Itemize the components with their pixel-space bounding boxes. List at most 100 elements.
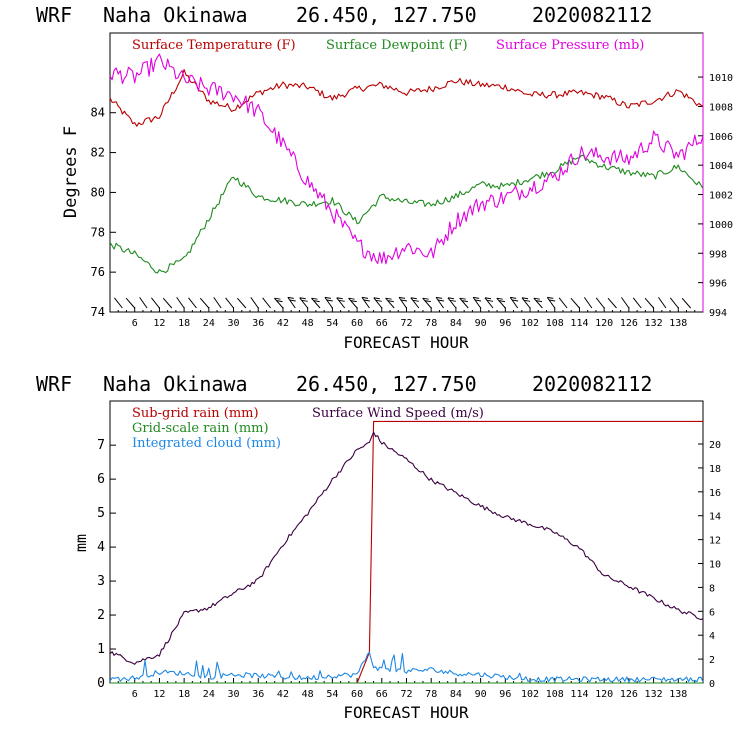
right-tick-label: 2 (709, 655, 715, 666)
x-tick-label: 12 (153, 318, 165, 329)
wind-barb (188, 297, 197, 309)
x-tick-label: 96 (499, 318, 511, 329)
wind-barb (176, 297, 185, 309)
wind-barb (162, 297, 173, 309)
wind-barb (385, 297, 395, 309)
left-tick-label: 82 (91, 146, 105, 160)
wind-barb-flag (449, 299, 456, 302)
bottom-series (109, 420, 704, 684)
wind-barb (658, 297, 667, 309)
wind-barb-flag (313, 300, 320, 303)
wind-barb (447, 297, 457, 309)
wind-barb (410, 297, 420, 309)
wind-barb-flag (549, 299, 556, 302)
wind-barb-flag (510, 296, 517, 299)
wind-barb (199, 297, 210, 309)
left-tick-label: 80 (91, 185, 105, 199)
wind-barb-flag (422, 297, 429, 300)
left-tick-label: 3 (97, 574, 105, 589)
x-tick-label: 48 (302, 318, 314, 329)
top-header-coords: 26.450, 127.750 (296, 3, 477, 27)
wind-barb (113, 297, 123, 309)
wind-barb-flag (287, 296, 294, 299)
left-tick-label: 6 (97, 472, 105, 487)
x-tick-label: 6 (132, 689, 138, 700)
x-tick-label: 54 (326, 689, 338, 700)
right-tick-label: 12 (709, 536, 721, 547)
series-line-surface-dewpoint-f (109, 154, 704, 274)
right-tick-label: 1006 (709, 132, 733, 143)
wind-barb (336, 297, 346, 309)
x-tick-label: 102 (521, 689, 539, 700)
wind-barb-flag (535, 300, 543, 303)
x-tick-label: 48 (302, 689, 314, 700)
wind-barb-flag (512, 299, 519, 302)
wind-barb (644, 297, 654, 309)
wind-barb-flag (484, 297, 492, 300)
x-tick-label: 42 (277, 318, 289, 329)
wind-barb-flag (521, 297, 529, 300)
left-tick-label: 4 (97, 540, 105, 555)
x-tick-label: 12 (153, 689, 165, 700)
wind-barb-flag (523, 299, 531, 302)
left-tick-label: 78 (91, 225, 105, 239)
left-tick-label: 74 (91, 305, 105, 319)
right-tick-label: 6 (709, 607, 715, 618)
x-tick-label: 66 (376, 318, 388, 329)
right-tick-label: 8 (709, 583, 715, 594)
x-tick-label: 78 (425, 318, 437, 329)
wind-barb (621, 297, 630, 309)
wind-barb-flag (348, 297, 355, 300)
wind-barb-flag (461, 300, 468, 303)
wind-barb-flag (533, 297, 540, 300)
wind-barb (151, 297, 160, 309)
x-tick-label: 24 (203, 689, 215, 700)
x-tick-label: 66 (376, 689, 388, 700)
wind-barb-flag (410, 297, 417, 300)
wind-barb (311, 297, 321, 309)
wind-barb-flag (473, 296, 480, 299)
wind-barb-flag (311, 297, 318, 300)
series-line-surface-temperature-f (109, 69, 704, 127)
wind-barb (435, 297, 444, 309)
bottom-axis-ticks: 6 12 18 24 30 36 42 48 54 60 66 72 78 84 90 96 102 108 114… (97, 438, 721, 700)
x-tick-label: 138 (669, 318, 687, 329)
x-tick-label: 120 (595, 318, 613, 329)
right-tick-label: 0 (709, 679, 715, 690)
x-tick-label: 102 (521, 318, 539, 329)
left-tick-label: 1 (97, 642, 105, 657)
wind-barb (125, 297, 136, 309)
wind-barb-flag (424, 300, 431, 303)
top-legend-temperature: Surface Temperature (F) (132, 38, 296, 53)
right-tick-label: 998 (709, 249, 727, 260)
wind-barb (558, 297, 568, 309)
right-tick-label: 1010 (709, 73, 733, 84)
x-tick-label: 84 (450, 318, 462, 329)
x-tick-label: 42 (277, 689, 289, 700)
wind-barb-flag (373, 297, 380, 300)
bottom-legend-subgrid-rain: Sub-grid rain (mm) (132, 406, 259, 421)
right-tick-label: 14 (709, 512, 721, 523)
wind-barb (595, 297, 605, 309)
bottom-legend-integrated-cloud: Integrated cloud (mm) (132, 436, 281, 451)
wind-barb (496, 297, 506, 309)
wind-barb (472, 297, 482, 309)
x-tick-label: 120 (595, 689, 613, 700)
wind-barb-flag (496, 297, 503, 300)
wind-barb (274, 297, 284, 309)
right-tick-label: 16 (709, 488, 721, 499)
bottom-legend-wind-speed: Surface Wind Speed (m/s) (312, 406, 484, 421)
x-tick-label: 138 (669, 689, 687, 700)
x-tick-label: 18 (178, 318, 190, 329)
right-tick-label: 20 (709, 440, 721, 451)
x-tick-label: 18 (178, 689, 190, 700)
wind-barb (250, 297, 259, 309)
right-tick-label: 18 (709, 464, 721, 475)
wind-barb (583, 297, 593, 309)
right-tick-label: 1000 (709, 220, 733, 231)
wind-barb-flag (301, 299, 308, 302)
wind-barb (681, 297, 692, 309)
left-tick-label: 7 (97, 438, 105, 453)
wind-barb (361, 297, 370, 309)
x-tick-label: 90 (475, 689, 487, 700)
